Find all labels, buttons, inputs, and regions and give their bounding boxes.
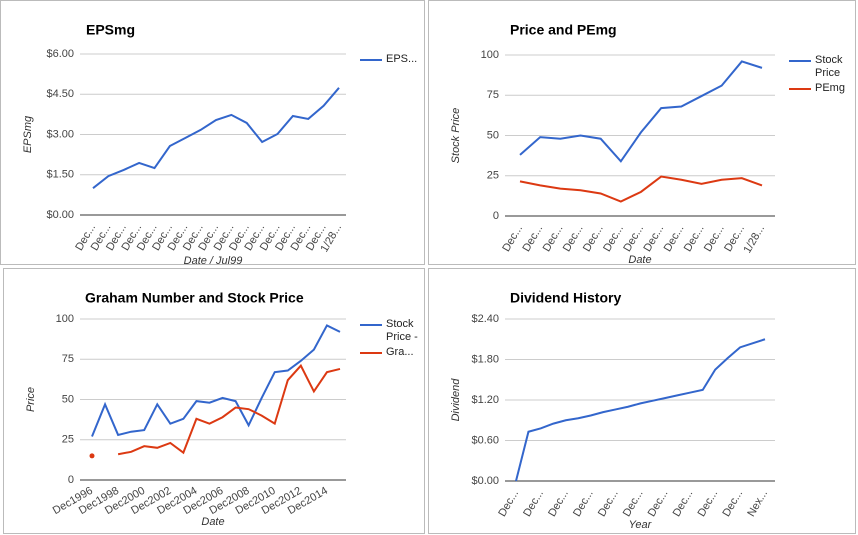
x-tick-label: Dec... [546,488,571,519]
y-tick-label: $0.60 [471,434,499,446]
legend-label: Stock Price - [386,318,418,343]
panel [3,268,425,534]
chart-title: Graham Number and Stock Price [85,290,304,306]
y-tick-label: $1.50 [46,169,74,181]
legend-label: EPS... [386,53,418,65]
x-tick-label: Dec... [571,488,596,519]
legend-label: PEmg [815,82,845,94]
chart-title: EPSmg [86,22,135,38]
x-tick-label: 1/28... [741,223,767,255]
y-tick-label: 75 [487,89,499,101]
y-axis-title: Price [25,387,37,412]
y-tick-label: 50 [487,129,499,141]
legend-label: Gra... [386,346,414,358]
y-tick-label: $4.50 [46,88,74,100]
chart-title: Dividend History [510,290,621,306]
chart-title: Price and PEmg [510,22,617,38]
x-tick-label: Dec... [596,488,621,519]
y-tick-label: 0 [68,474,74,486]
x-tick-label: Dec... [496,488,521,519]
line [515,338,766,482]
y-tick-label: 0 [493,210,499,222]
line [117,363,341,456]
y-tick-label: $0.00 [46,209,74,221]
y-tick-label: 25 [487,170,499,182]
x-axis-title: Date / Jul99 [184,255,243,267]
y-tick-label: 100 [481,49,499,61]
line [519,175,763,203]
y-tick-label: $0.00 [471,475,499,487]
y-tick-label: 75 [62,353,74,365]
y-tick-label: 50 [62,393,74,405]
x-tick-label: Dec... [521,488,546,519]
point [89,453,95,459]
x-tick-label: Dec... [646,488,671,519]
panel [0,0,425,265]
y-tick-label: $1.20 [471,394,499,406]
y-axis-title: EPSmg [22,115,34,153]
legend-label: Stock Price [815,54,843,79]
line [92,87,340,189]
y-tick-label: 100 [56,313,74,325]
x-tick-label: Dec... [720,488,745,519]
y-tick-label: 25 [62,434,74,446]
line [91,324,341,437]
y-axis-title: Dividend [450,378,462,422]
x-axis-title: Date [628,254,651,266]
panel [428,268,856,534]
y-tick-label: $1.80 [471,353,499,365]
x-tick-label: Nex... [745,488,770,519]
y-tick-label: $6.00 [46,48,74,60]
panel [428,0,856,265]
x-tick-label: Dec... [696,488,721,519]
x-tick-label: Dec... [671,488,696,519]
line [519,60,763,163]
y-tick-label: $2.40 [471,313,499,325]
x-tick-label: Dec... [621,488,646,519]
x-axis-title: Date [201,516,224,528]
y-tick-label: $3.00 [46,128,74,140]
x-axis-title: Year [629,519,653,531]
y-axis-title: Stock Price [450,108,462,164]
